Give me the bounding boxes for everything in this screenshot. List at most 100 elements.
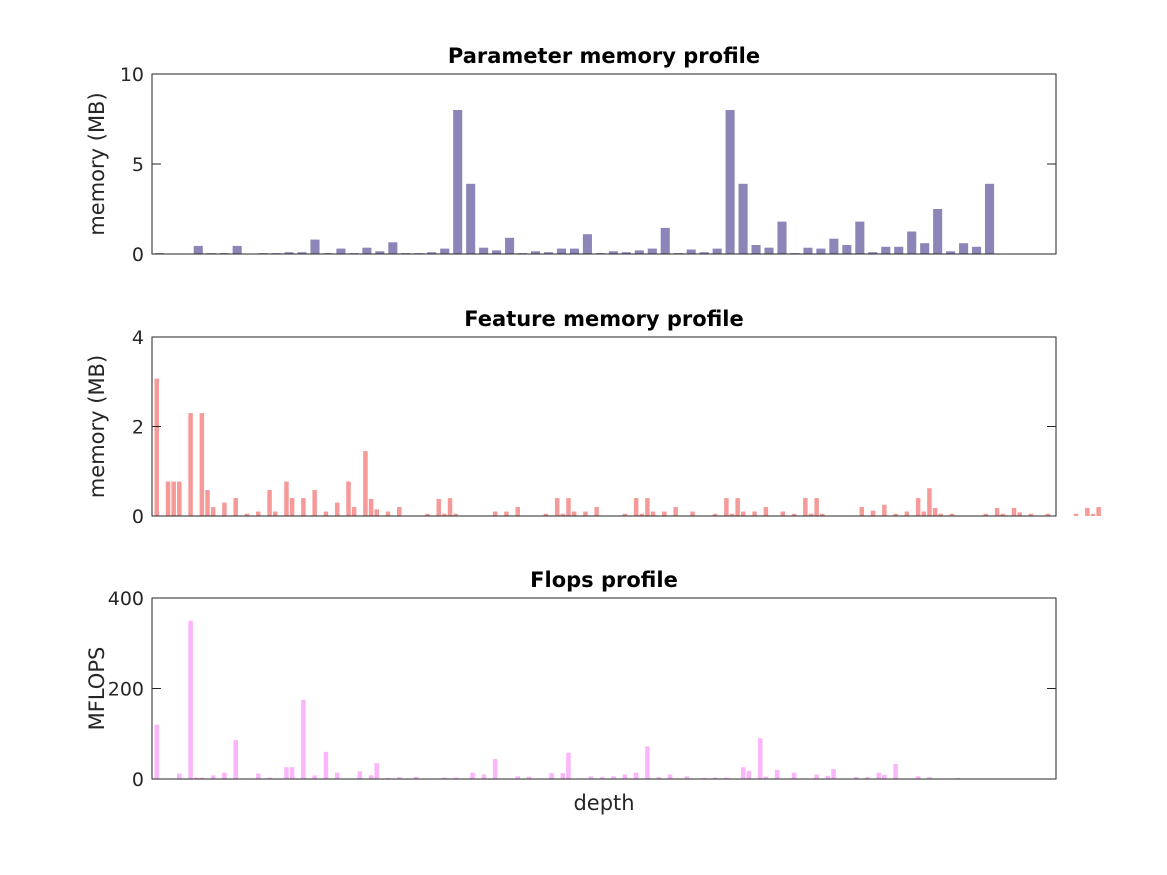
ytick-label-1-2: 4 (132, 327, 144, 349)
bar-1-85 (633, 498, 639, 516)
bar-2-91 (667, 774, 673, 779)
bar-1-4 (177, 481, 182, 516)
bar-1-72 (560, 513, 566, 516)
bar-0-36 (621, 252, 631, 254)
bar-2-0 (154, 724, 160, 779)
bar-1-108 (763, 507, 769, 516)
bar-0-61 (946, 251, 956, 254)
bar-2-58 (481, 774, 487, 779)
bar-2-8 (199, 777, 205, 779)
ytick-label-0-0: 0 (132, 244, 144, 266)
bar-1-133 (904, 511, 910, 516)
bar-1-50 (436, 499, 442, 516)
ytick-label-1-1: 2 (132, 417, 144, 439)
bar-1-69 (543, 513, 549, 516)
bar-1-52 (447, 498, 453, 516)
bar-0-3 (193, 245, 203, 254)
bar-0-58 (907, 231, 917, 254)
bar-2-105 (746, 770, 752, 779)
bar-2-137 (927, 777, 932, 779)
bar-1-99 (712, 513, 718, 516)
bar-1-103 (735, 498, 740, 516)
bar-2-18 (256, 773, 261, 779)
bar-2-4 (177, 773, 182, 779)
bar-2-51 (442, 777, 447, 779)
bar-2-119 (825, 775, 831, 779)
bar-1-26 (301, 498, 306, 516)
bar-2-129 (882, 774, 887, 779)
bar-1-12 (222, 502, 227, 516)
bar-2-72 (560, 773, 566, 779)
bar-2-26 (301, 699, 306, 779)
bar-1-127 (870, 510, 876, 516)
bar-1-118 (820, 513, 825, 516)
bar-1-43 (397, 507, 402, 516)
bar-2-108 (763, 776, 769, 779)
bar-1-48 (425, 513, 430, 516)
bar-2-94 (684, 776, 690, 779)
bar-1-53 (453, 513, 458, 516)
bar-2-120 (831, 769, 836, 779)
bar-1-129 (882, 504, 887, 516)
bar-2-128 (876, 772, 881, 779)
bar-0-26 (492, 250, 502, 254)
bar-1-86 (639, 513, 645, 516)
bar-1-147 (983, 513, 989, 516)
y-axis-label-0: memory (MB) (85, 92, 109, 235)
bar-1-141 (949, 513, 955, 516)
ytick-label-0-2: 10 (120, 64, 144, 86)
bar-2-14 (233, 740, 238, 779)
bar-0-55 (868, 252, 878, 254)
bar-2-85 (633, 772, 639, 779)
bar-0-17 (375, 251, 385, 254)
bar-1-9 (205, 490, 210, 516)
bar-2-36 (357, 771, 363, 779)
bar-0-23 (453, 110, 463, 254)
bar-1-163 (1073, 513, 1079, 516)
bar-1-136 (921, 511, 927, 516)
bar-2-39 (374, 763, 379, 779)
bar-2-46 (413, 776, 419, 779)
bar-2-6 (188, 620, 193, 780)
chart-title-1: Feature memory profile (464, 307, 743, 331)
bar-0-14 (336, 248, 346, 254)
bar-0-59 (920, 243, 930, 254)
bar-0-37 (634, 250, 644, 254)
bar-1-102 (729, 513, 735, 516)
bar-0-41 (686, 249, 696, 254)
bar-1-28 (312, 490, 317, 516)
bar-2-7 (193, 777, 199, 779)
ytick-label-2-1: 200 (108, 679, 144, 701)
bar-1-92 (673, 507, 678, 516)
x-axis-label-2: depth (573, 791, 634, 815)
bar-2-53 (453, 777, 458, 779)
bar-2-77 (588, 776, 594, 779)
bar-0-30 (543, 252, 554, 254)
bar-1-6 (188, 413, 193, 516)
bar-0-38 (647, 248, 657, 254)
bar-1-23 (284, 481, 289, 516)
bar-2-131 (893, 764, 898, 779)
bar-2-117 (814, 774, 819, 779)
bar-1-166 (1090, 513, 1096, 516)
bar-2-10 (210, 775, 216, 779)
bar-2-107 (757, 738, 763, 779)
bar-1-10 (210, 507, 216, 516)
y-axis-label-2: MFLOPS (85, 647, 109, 731)
bar-1-60 (492, 511, 498, 516)
bar-1-8 (199, 413, 205, 516)
bar-2-79 (600, 777, 605, 779)
bar-1-125 (859, 507, 865, 516)
bar-0-31 (556, 248, 567, 254)
bar-0-16 (362, 247, 372, 254)
bar-0-35 (608, 251, 618, 254)
bar-2-60 (492, 759, 498, 779)
bar-1-30 (323, 511, 329, 516)
bar-0-56 (881, 246, 891, 254)
bar-2-28 (312, 775, 317, 779)
bar-1-35 (351, 507, 357, 516)
bar-0-6 (232, 245, 242, 254)
bar-2-64 (515, 776, 520, 779)
bar-1-106 (752, 511, 757, 516)
bar-0-48 (777, 221, 787, 254)
